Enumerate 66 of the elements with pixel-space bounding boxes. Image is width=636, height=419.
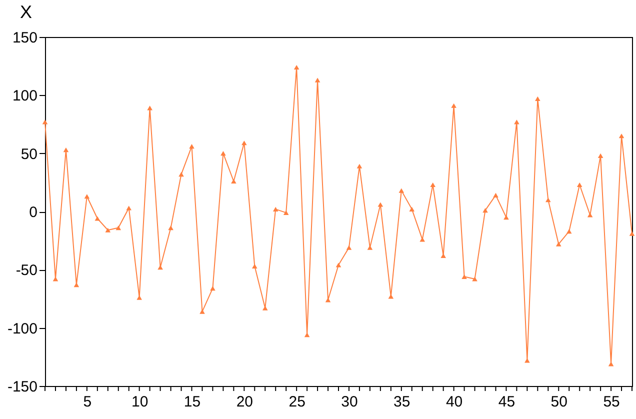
y-tick-label: 150 [12, 30, 38, 46]
x-tick-label: 10 [131, 394, 148, 410]
y-tick-label: 50 [20, 146, 38, 163]
point [493, 192, 498, 198]
point [346, 245, 352, 250]
point [556, 242, 562, 246]
point [158, 265, 163, 270]
point [168, 225, 174, 230]
x-tick-label: 55 [603, 394, 620, 410]
y-tick-label: 0 [29, 204, 38, 221]
point [398, 188, 404, 193]
point [598, 153, 604, 158]
point [283, 210, 289, 215]
point [178, 172, 184, 177]
point [430, 182, 436, 188]
point [63, 148, 69, 152]
point [304, 332, 310, 338]
point [84, 194, 90, 199]
point [314, 78, 320, 82]
point [294, 64, 300, 70]
point [242, 140, 247, 146]
x-tick-label: 20 [236, 394, 254, 410]
point [576, 182, 582, 188]
point [356, 164, 362, 168]
point [220, 151, 226, 156]
y-tick-label: 100 [12, 88, 38, 105]
y-tick-label: -100 [7, 320, 38, 338]
point [116, 225, 122, 230]
chart-title: X [20, 2, 32, 22]
point [462, 274, 467, 279]
y-tick-label: -50 [16, 262, 38, 280]
point [618, 134, 624, 138]
point [105, 228, 111, 232]
x-tick-label: 5 [83, 394, 92, 410]
point [147, 106, 152, 110]
point [524, 358, 530, 363]
x-tick-label: 15 [184, 394, 201, 410]
x-tick-label: 40 [446, 394, 463, 410]
point [74, 282, 80, 288]
point [42, 120, 48, 124]
point [420, 237, 426, 242]
point [545, 198, 551, 202]
point [451, 103, 456, 108]
point [126, 206, 132, 210]
point [566, 228, 572, 234]
x-tick-label: 45 [498, 394, 516, 410]
point [482, 208, 488, 213]
point [378, 202, 384, 207]
x-tick-label: 30 [341, 394, 358, 410]
x-tick-label: 25 [288, 394, 306, 410]
y-tick-label: -150 [7, 378, 38, 396]
point [272, 206, 278, 212]
point [504, 215, 509, 220]
point [514, 120, 520, 124]
point [336, 262, 342, 268]
point [409, 206, 415, 212]
point [136, 295, 142, 300]
point [200, 309, 205, 314]
point [472, 276, 478, 282]
point [629, 231, 635, 236]
point [535, 96, 540, 101]
x-tick-label: 50 [550, 394, 568, 410]
point [231, 178, 236, 184]
point [94, 216, 100, 221]
x-tick-label: 35 [394, 394, 410, 410]
point [189, 144, 194, 149]
